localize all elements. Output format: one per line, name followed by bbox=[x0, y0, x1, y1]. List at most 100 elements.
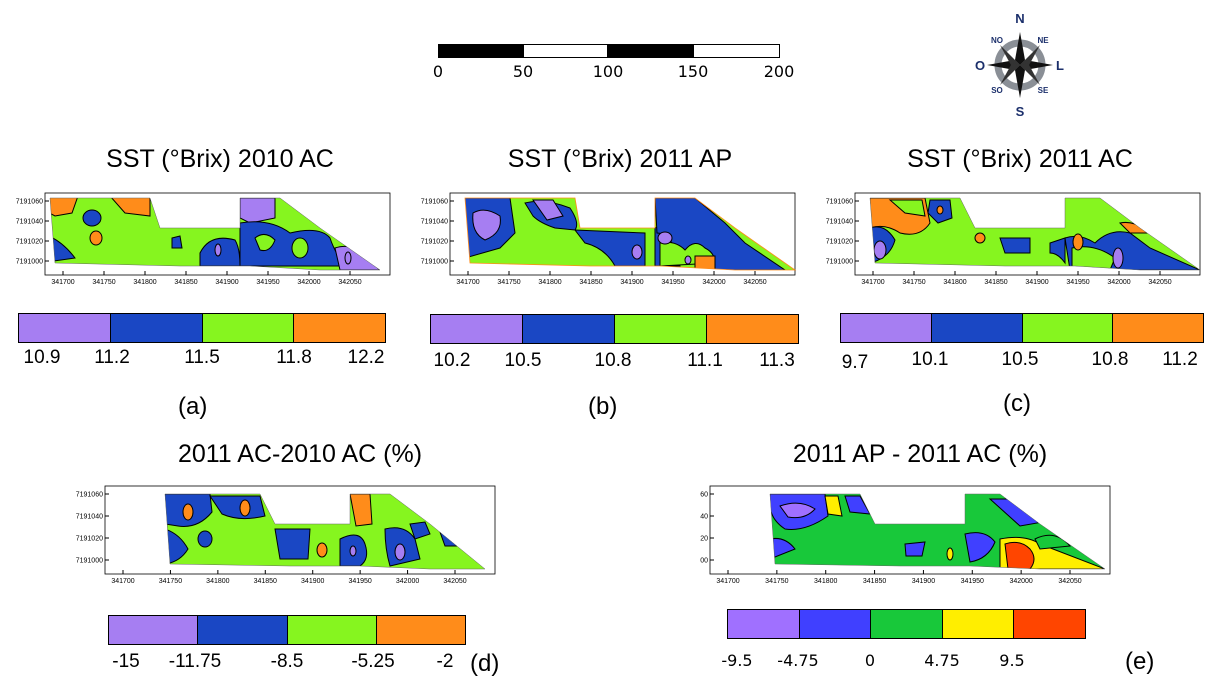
legend-label: 10.1 bbox=[911, 349, 949, 370]
y-tick-label: 7191000 bbox=[76, 558, 103, 565]
legend-swatch bbox=[431, 315, 523, 343]
compass-no: NO bbox=[991, 36, 1003, 45]
x-tick-label: 341950 bbox=[661, 279, 684, 286]
legend-label: 11.5 bbox=[184, 347, 220, 368]
legend-label: -11.75 bbox=[168, 651, 222, 672]
x-tick-label: 342050 bbox=[443, 578, 466, 585]
x-tick-label: 341850 bbox=[174, 279, 197, 286]
map-panel-a: 341700 341750 341800 341850 341900 341950 3420… bbox=[16, 192, 391, 286]
compass-ne: NE bbox=[1037, 36, 1049, 45]
legend-label: -9.5 bbox=[721, 651, 753, 670]
x-tick-label: 342050 bbox=[1148, 279, 1171, 286]
x-tick-label: 341700 bbox=[111, 578, 134, 585]
y-tick-label: 7191040 bbox=[16, 219, 43, 226]
x-tick-label: 342000 bbox=[1107, 279, 1130, 286]
legend-label: 12.2 bbox=[347, 347, 385, 368]
legend-swatch bbox=[376, 616, 465, 644]
y-tick-label: 7191020 bbox=[421, 239, 448, 246]
legend-bar-b bbox=[430, 314, 799, 344]
map-frame bbox=[44, 192, 391, 276]
map-panel-d: 341700 341750 341800 341850 341900 341950 3420… bbox=[76, 485, 496, 585]
map-frame bbox=[104, 485, 496, 575]
legend-label: -15 bbox=[112, 651, 140, 672]
x-tick-label: 341800 bbox=[814, 578, 837, 585]
legend-swatch bbox=[110, 314, 203, 342]
x-tick-label: 341700 bbox=[51, 279, 74, 286]
legend-bar-d bbox=[108, 615, 466, 645]
legend-label: 11.1 bbox=[687, 350, 723, 371]
legend-swatch bbox=[1022, 314, 1114, 342]
x-tick-label: 341750 bbox=[92, 279, 115, 286]
compass-n: N bbox=[1015, 11, 1024, 26]
legend-label: -8.5 bbox=[270, 651, 304, 672]
y-tick-label: 7191040 bbox=[700, 514, 708, 521]
legend-label: -2 bbox=[436, 651, 454, 672]
legend-swatch bbox=[523, 315, 615, 343]
legend-swatch bbox=[109, 616, 199, 644]
legend-label: 0 bbox=[864, 651, 876, 670]
x-tick-label: 341800 bbox=[133, 279, 156, 286]
y-tick-label: 7191040 bbox=[421, 219, 448, 226]
map-frame bbox=[854, 192, 1201, 276]
x-tick-label: 342000 bbox=[702, 279, 725, 286]
x-tick-label: 341950 bbox=[1066, 279, 1089, 286]
x-tick-label: 342000 bbox=[1009, 578, 1032, 585]
panel-letter-b: (b) bbox=[588, 393, 618, 420]
y-tick-label: 7191040 bbox=[76, 514, 103, 521]
y-tick-label: 7191020 bbox=[76, 536, 103, 543]
panel-letter-e: (e) bbox=[1125, 648, 1155, 675]
legend-label: 10.8 bbox=[1091, 349, 1129, 370]
legend-label: -5.25 bbox=[351, 651, 395, 672]
legend-label: 10.9 bbox=[23, 347, 61, 368]
x-tick-label: 341750 bbox=[765, 578, 788, 585]
x-tick-label: 341900 bbox=[301, 578, 324, 585]
x-tick-label: 341750 bbox=[159, 578, 182, 585]
legend-swatch bbox=[1014, 610, 1085, 638]
y-tick-label: 7191060 bbox=[76, 492, 103, 499]
legend-swatch bbox=[942, 610, 1015, 638]
legend-swatch bbox=[198, 616, 288, 644]
legend-swatch bbox=[294, 314, 385, 342]
map-frame bbox=[709, 485, 1111, 575]
x-tick-label: 341750 bbox=[497, 279, 520, 286]
x-tick-label: 341850 bbox=[863, 578, 886, 585]
compass-l: L bbox=[1056, 58, 1064, 73]
panel-title-e: 2011 AP - 2011 AC (%) bbox=[792, 440, 1048, 468]
x-tick-label: 342050 bbox=[338, 279, 361, 286]
compass-s: S bbox=[1016, 104, 1025, 119]
legend-label: 10.8 bbox=[594, 350, 632, 371]
x-tick-label: 341850 bbox=[579, 279, 602, 286]
legend-label: -4.75 bbox=[777, 651, 819, 670]
x-tick-label: 341700 bbox=[716, 578, 739, 585]
panel-letter-a: (a) bbox=[178, 393, 208, 420]
scale-tick: 0 bbox=[432, 62, 444, 81]
legend-bar-e bbox=[727, 609, 1086, 639]
y-tick-label: 7191060 bbox=[16, 199, 43, 206]
scale-tick: 50 bbox=[512, 62, 534, 81]
y-tick-label: 7191020 bbox=[16, 239, 43, 246]
x-tick-label: 341950 bbox=[961, 578, 984, 585]
x-tick-label: 342000 bbox=[297, 279, 320, 286]
legend-swatch bbox=[202, 314, 295, 342]
scale-bar bbox=[438, 44, 780, 60]
y-tick-label: 7191000 bbox=[16, 259, 43, 266]
map-panel-b: 341700 341750 341800 341850 341900 341950 3420… bbox=[421, 192, 797, 286]
panel-title-b: SST (°Brix) 2011 AP bbox=[507, 145, 733, 173]
x-tick-label: 341900 bbox=[1025, 279, 1048, 286]
x-tick-label: 341750 bbox=[902, 279, 925, 286]
panel-letter-c: (c) bbox=[1003, 390, 1031, 417]
y-tick-label: 7191000 bbox=[421, 259, 448, 266]
x-tick-label: 341900 bbox=[912, 578, 935, 585]
legend-label: 11.2 bbox=[94, 347, 130, 368]
legend-swatch bbox=[799, 610, 872, 638]
legend-label: 9.5 bbox=[999, 651, 1025, 670]
map-panel-c: 341700 341750 341800 341850 341900 341950 3420… bbox=[826, 192, 1201, 286]
legend-label: 10.2 bbox=[433, 350, 471, 371]
x-tick-label: 341700 bbox=[456, 279, 479, 286]
panel-letter-d: (d) bbox=[470, 650, 500, 677]
compass-se: SE bbox=[1038, 86, 1049, 95]
y-tick-label: 7191060 bbox=[700, 492, 708, 499]
legend-label: 11.3 bbox=[759, 350, 795, 371]
legend-swatch bbox=[287, 616, 377, 644]
x-tick-label: 341900 bbox=[620, 279, 643, 286]
